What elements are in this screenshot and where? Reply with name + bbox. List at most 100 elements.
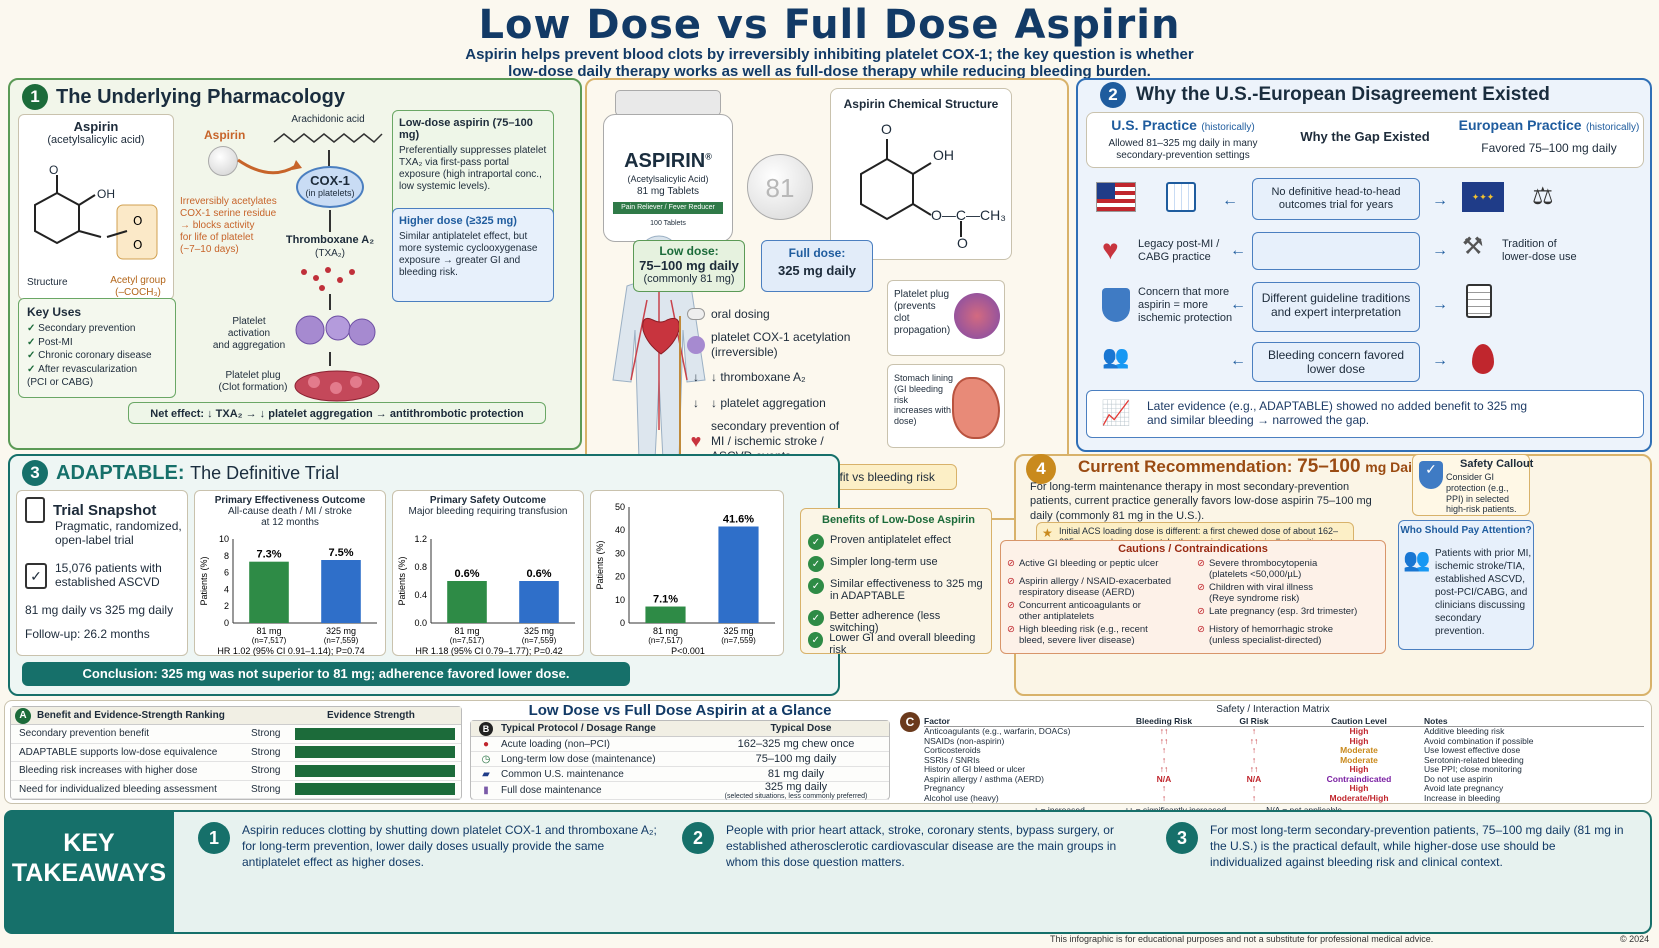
check-circle-icon: ✓ [808, 632, 824, 648]
table-row: ● Acute loading (non–PCI) 162–325 mg chew … [471, 737, 889, 752]
caution-icon: ⊘ [1197, 624, 1205, 635]
dose-value: 75–100 mg daily [755, 753, 837, 765]
y-tick-label: 10 [219, 534, 229, 544]
benefits-title: Benefits of Low-Dose Aspirin [822, 514, 975, 526]
data-label: 7.5% [328, 547, 353, 559]
caution-icon: ⊘ [1197, 582, 1205, 593]
svg-text:O: O [133, 238, 142, 252]
y-tick-label: 2 [224, 601, 229, 611]
table-cell-note: Additive bleeding risk [1424, 726, 1505, 736]
full-dose-callout: Full dose: 325 mg daily [761, 240, 873, 292]
us-practice-title: U.S. Practice [1111, 117, 1197, 133]
down-arrow-icon: ↓ [693, 395, 699, 410]
takeaway-number: 2 [682, 822, 714, 854]
caution-icon: ⊘ [1007, 558, 1015, 569]
column-header: Caution Level [1331, 716, 1387, 726]
table-header: Factor Bleeding Risk GI Risk Caution Level N… [924, 716, 1644, 727]
table-cell-factor: History of GI bleed or ulcer [924, 764, 1026, 774]
oral-pill-icon [687, 308, 705, 320]
heart-organ-icon: ♥ [1102, 234, 1119, 265]
table-row: Bleeding risk increases with higher dose… [11, 762, 461, 781]
takeaway-text: People with prior heart attack, stroke, … [726, 823, 1117, 870]
dose-value: 325 mg daily (selected situations, less c… [711, 781, 881, 800]
bottle-band: Pain Reliever / Fever Reducer [613, 202, 723, 214]
platelet-plug-label: Platelet plug (Clot formation) [218, 370, 288, 393]
table-cell-gi: ↑ [1251, 726, 1257, 736]
section-title-pharmacology: The Underlying Pharmacology [56, 85, 345, 108]
us-practice-hist: (historically) [1201, 122, 1255, 133]
x-tick-note: (n=7,559) [324, 636, 359, 645]
section-disagreement: 2 Why the U.S.-European Disagreement Exi… [1076, 78, 1652, 452]
aspirin-subname: (acetylsalicylic acid) [47, 134, 145, 146]
y-tick-label: 0 [224, 618, 229, 628]
table-evidence: A Benefit and Evidence-Strength Ranking … [10, 706, 462, 800]
y-axis-label: Patients (%) [397, 556, 407, 605]
txa2-molecules-icon [301, 267, 355, 291]
checkbox-doc-icon: ✓ [25, 563, 47, 589]
table-b-col2: Typical Dose [770, 723, 832, 734]
bar [645, 606, 686, 623]
bottle-sub: (Acetylsalicylic Acid) [627, 174, 709, 184]
safety-callout: ✓ [1412, 454, 1530, 516]
chart-plot: 0.0 0.4 0.8 1.2 Patients (%) 0.6% 81 mg(n=7,51… [397, 534, 575, 656]
aspirin-oh-label: OH [97, 187, 115, 201]
y-tick-label: 40 [615, 525, 625, 535]
chem-chain: O—C—CH₃ [931, 207, 1006, 223]
tradition-label: Tradition of lower-dose use [1502, 238, 1577, 264]
legacy-practice-label: Legacy post-MI / CABG practice [1138, 238, 1220, 264]
table-row: ◷ Long-term low dose (maintenance) 75–100 … [471, 752, 889, 767]
txa2-sub: (TXA₂) [315, 248, 345, 259]
table-safety: Safety / Interaction Matrix C Factor Blee… [898, 704, 1648, 815]
bar [447, 581, 487, 623]
chart-plot: 0 2 4 6 8 10 Patients (%) 7.3% 81 mg(n=7,517) 7.5… [199, 534, 377, 656]
eu-practice-title: European Practice [1458, 117, 1582, 133]
pill-bottle-icon: ▮ [483, 785, 489, 796]
column-header: Notes [1424, 716, 1448, 726]
section-number-1: 1 [22, 84, 48, 110]
column-header: GI Risk [1239, 716, 1269, 726]
table-cell-bleed: ↑ [1161, 745, 1167, 755]
section-adaptable: 3 ADAPTABLE: The Definitive Trial Trial … [8, 454, 840, 696]
platelet-icon [687, 336, 705, 354]
x-tick-label: 325 mg [524, 626, 554, 636]
table-cell-note: Serotonin-related bleeding [1424, 754, 1524, 765]
arachidonic-label: Arachidonic acid [291, 114, 365, 125]
table-b-heading: Low Dose vs Full Dose Aspirin at a Glanc… [528, 702, 832, 719]
check-circle-icon: ✓ [808, 578, 824, 594]
takeaways-title: KEY TAKEAWAYS [4, 810, 174, 934]
chart-footnote: HR 1.18 (95% CI 0.79–1.77); P=0.42 [415, 646, 562, 656]
bar [249, 561, 289, 623]
table-cell-note: Use lowest effective dose [1424, 745, 1521, 755]
low-dose-callout: Low dose: 75–100 mg daily (commonly 81 m… [633, 240, 745, 292]
pill-icon: ● [482, 738, 490, 750]
bottle-count: 100 Tablets [650, 220, 686, 227]
svg-text:O: O [133, 214, 142, 228]
txa2-title: Thromboxane A₂ [285, 234, 375, 246]
takeaway-number: 1 [198, 822, 230, 854]
y-tick-label: 30 [615, 548, 625, 558]
high-dose-box: Higher dose (≥325 mg) Similar antiplatel… [392, 208, 554, 302]
benefits-list: ✓ Proven antiplatelet effect ✓ Simpler lon… [808, 534, 988, 656]
table-cell-note: Avoid late pregnancy [1424, 783, 1504, 793]
bottle-dose: 81 mg Tablets [636, 186, 700, 197]
us-practice-text: Allowed 81–325 mg daily in many secondar… [1108, 138, 1258, 161]
cox1-node: COX-1 (in platelets) [296, 166, 364, 208]
table-row: Secondary prevention benefit Strong [11, 725, 461, 744]
table-cell-level: Moderate [1340, 745, 1378, 755]
table-row: Anticoagulants (e.g., warfarin, DOACs) ↑↑… [924, 726, 1644, 737]
table-c-heading: Safety / Interaction Matrix [1216, 704, 1330, 715]
section-title-adaptable: ADAPTABLE: The Definitive Trial [56, 461, 340, 484]
section-pharmacology: 1 The Underlying Pharmacology Aspirin (a… [8, 78, 582, 450]
table-row: Aspirin allergy / asthma (AERD) N/A N/A Con… [924, 774, 1644, 785]
table-cell-bleed: ↑↑ [1159, 726, 1169, 736]
table-a-col1: Benefit and Evidence-Strength Ranking [37, 710, 225, 721]
aspirin-molecule-icon: O O [34, 175, 158, 260]
x-tick-note: (n=7,517) [252, 636, 287, 645]
y-tick-label: 0.8 [414, 562, 427, 572]
table-cell-note: Use PPI; close monitoring [1424, 764, 1522, 774]
bottle-reg-mark: ® [705, 151, 712, 162]
x-tick-note: (n=7,559) [721, 636, 756, 645]
stomach-icon [952, 377, 1000, 439]
gap-reason-box: No definitive head-to-head outcomes tria… [1252, 178, 1420, 220]
footer-disclaimer: This infographic is for educational purp… [1050, 934, 1434, 944]
